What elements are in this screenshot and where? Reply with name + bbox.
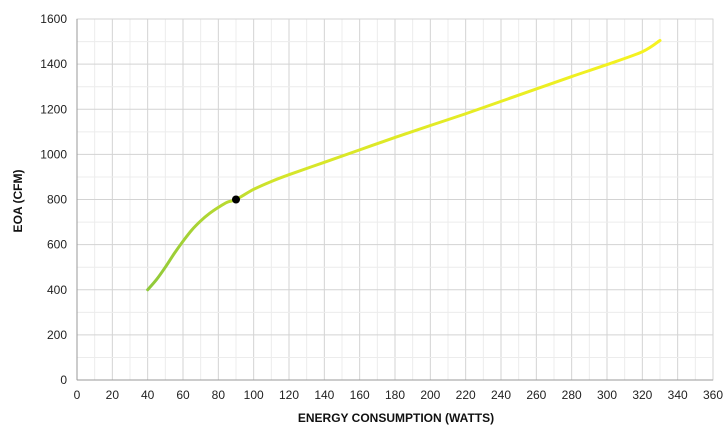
x-tick-label: 120 <box>279 388 299 402</box>
tick-labels: 0 20 40 60 80 100 120 140 160 180 200 220 240 260 280 3… <box>40 12 723 402</box>
series-layer <box>146 38 662 292</box>
y-tick-label: 1600 <box>40 12 67 26</box>
x-tick-label: 180 <box>385 388 405 402</box>
x-tick-label: 20 <box>106 388 120 402</box>
x-tick-label: 80 <box>212 388 226 402</box>
x-tick-label: 360 <box>703 388 723 402</box>
y-axis-title: EOA (CFM) <box>11 170 25 233</box>
x-tick-label: 40 <box>141 388 155 402</box>
marker-layer <box>232 195 240 204</box>
y-tick-label: 1400 <box>40 57 67 71</box>
x-tick-label: 260 <box>526 388 546 402</box>
x-tick-label: 340 <box>668 388 688 402</box>
x-tick-label: 280 <box>562 388 582 402</box>
x-tick-label: 160 <box>350 388 370 402</box>
x-axis-title: ENERGY CONSUMPTION (WATTS) <box>298 411 494 425</box>
series-line <box>146 38 662 292</box>
x-tick-label: 320 <box>632 388 652 402</box>
y-tick-label: 200 <box>47 328 67 342</box>
x-tick-label: 0 <box>74 388 81 402</box>
x-tick-label: 300 <box>597 388 617 402</box>
y-tick-label: 0 <box>60 373 67 387</box>
x-tick-label: 220 <box>456 388 476 402</box>
y-tick-label: 600 <box>47 238 67 252</box>
operating-point-marker <box>232 195 240 204</box>
axes <box>76 19 713 381</box>
x-tick-label: 100 <box>244 388 264 402</box>
x-tick-label: 60 <box>176 388 190 402</box>
y-tick-label: 800 <box>47 193 67 207</box>
x-tick-label: 200 <box>420 388 440 402</box>
y-tick-label: 1200 <box>40 102 67 116</box>
x-tick-label: 240 <box>491 388 511 402</box>
x-tick-label: 140 <box>314 388 334 402</box>
y-tick-label: 1000 <box>40 147 67 161</box>
y-tick-label: 400 <box>47 283 67 297</box>
